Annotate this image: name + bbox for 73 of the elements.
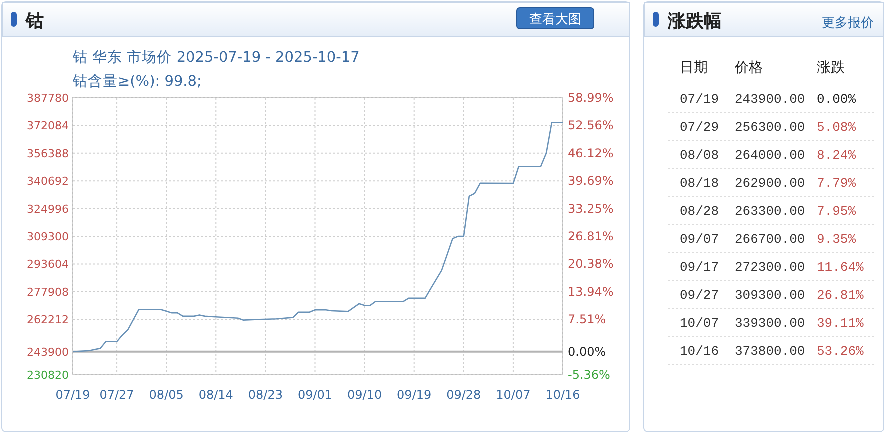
y-tick-label: 230820 (27, 369, 69, 382)
data-label: 243900.00 (735, 92, 806, 107)
data-label: 263300.00 (735, 204, 806, 219)
x-tick-label: 09/28 (446, 388, 482, 402)
y-tick-label: 340692 (27, 175, 69, 188)
y-tick-label: 309300 (27, 230, 69, 244)
category-label: 08/08 (680, 148, 720, 163)
category-label: 07/29 (680, 120, 720, 135)
data-label: 262900.00 (735, 176, 806, 191)
x-tick-label: 09/10 (348, 388, 382, 402)
y2-tick-label: 39.69% (568, 174, 614, 188)
category-label: 10/16 (680, 344, 720, 359)
y2-tick-label: 58.99% (568, 91, 614, 105)
y-tick-label: 387780 (27, 92, 69, 105)
chart-subtitle: 钴 华东 市场价 2025-07-19 - 2025-10-17 (72, 49, 360, 66)
data-label: 26.81% (817, 288, 864, 303)
text: 更多报价 (822, 16, 874, 31)
y-tick-label: 277908 (27, 286, 69, 299)
y-tick-label: 243900 (27, 346, 69, 359)
y2-tick-label: 52.56% (568, 118, 614, 133)
data-label: 5.08% (817, 120, 856, 135)
x-tick-label: 09/01 (298, 388, 333, 402)
y2-tick-label: 26.81% (568, 230, 614, 244)
data-label: 339300.00 (735, 316, 806, 331)
y2-tick-label: -5.36% (568, 368, 610, 382)
y2-tick-label: 7.51% (568, 312, 606, 327)
data-label: 53.26% (817, 344, 864, 359)
x-tick-label: 10/16 (546, 388, 580, 402)
text: 涨跌幅 (667, 11, 722, 32)
x-tick-label: 10/07 (496, 388, 531, 402)
y2-tick-label: 0.00% (568, 344, 606, 359)
x-tick-label: 09/19 (397, 388, 432, 402)
x-tick-label: 07/27 (100, 388, 134, 402)
category-label: 08/28 (680, 204, 720, 219)
category-label: 07/19 (680, 92, 720, 107)
x-tick-label: 08/23 (248, 388, 283, 402)
y-tick-label: 356388 (27, 147, 69, 160)
data-label: 373800.00 (735, 344, 806, 359)
x-tick-label: 07/19 (56, 388, 90, 402)
y-tick-label: 293604 (27, 258, 69, 272)
data-label: 9.35% (817, 232, 856, 247)
series-label: 价格 (734, 60, 763, 76)
y2-tick-label: 20.38% (568, 257, 614, 272)
data-label: 256300.00 (735, 120, 806, 135)
y-tick-label: 372084 (27, 120, 69, 133)
x-tick-label: 08/14 (198, 388, 234, 402)
category-label: 09/07 (680, 232, 720, 247)
data-label: 8.24% (817, 148, 856, 163)
data-label: 272300.00 (735, 260, 806, 275)
data-label: 266700.00 (735, 232, 806, 247)
y2-tick-label: 13.94% (568, 284, 614, 299)
data-label: 7.79% (817, 176, 856, 191)
text: 查看大图 (530, 12, 582, 28)
category-label: 09/17 (680, 260, 720, 275)
line-series (72, 122, 564, 353)
data-label: 39.11% (817, 316, 864, 331)
x-tick-label: 08/05 (149, 388, 184, 402)
chart-title: 钴 (25, 11, 44, 32)
y2-tick-label: 46.12% (568, 146, 614, 160)
data-label: 7.95% (817, 204, 856, 219)
data-label: 0.00% (817, 92, 856, 107)
category-label: 09/27 (680, 288, 720, 303)
category-label: 10/07 (680, 316, 720, 331)
data-label: 11.64% (817, 260, 864, 275)
y-tick-label: 262212 (27, 314, 69, 327)
text: 钴含量≥(%): 99.8; (72, 73, 202, 90)
category-label: 08/18 (680, 176, 720, 191)
data-label: 264000.00 (735, 148, 806, 163)
data-label: 309300.00 (735, 288, 806, 303)
text: 涨跌 (817, 60, 845, 76)
text: 日期 (680, 60, 708, 76)
y-tick-label: 324996 (27, 202, 69, 216)
y2-tick-label: 33.25% (568, 202, 614, 216)
